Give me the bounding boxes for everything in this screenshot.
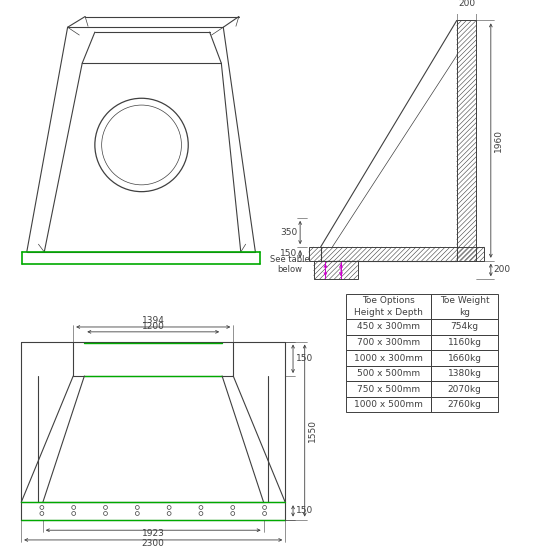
Text: 1660kg: 1660kg [448,354,482,362]
Bar [346,381,431,397]
Text: 2070kg: 2070kg [448,384,482,394]
Text: 350: 350 [280,228,297,237]
Bar [431,397,498,412]
Text: 2300: 2300 [142,539,165,548]
Bar [346,294,431,319]
Text: 1200: 1200 [142,322,165,331]
Bar [431,294,498,319]
Text: 1550: 1550 [308,419,317,442]
Text: 1000 x 500mm: 1000 x 500mm [354,400,423,409]
Bar [431,319,498,334]
Text: 150: 150 [280,249,297,258]
Text: 700 x 300mm: 700 x 300mm [357,338,420,347]
Text: 1923: 1923 [142,529,165,538]
Text: See table
below: See table below [270,255,309,274]
Text: 450 x 300mm: 450 x 300mm [357,322,420,332]
Text: Toe Options
Height x Depth: Toe Options Height x Depth [354,296,423,316]
Bar [431,381,498,397]
Bar [314,261,358,279]
Text: 2760kg: 2760kg [448,400,482,409]
Text: 200: 200 [458,0,475,8]
Bar [431,350,498,366]
Text: 500 x 500mm: 500 x 500mm [357,369,420,378]
Text: 150: 150 [296,507,313,515]
Text: Toe Weight
kg: Toe Weight kg [440,296,490,316]
Bar [457,20,476,261]
Text: 1394: 1394 [142,316,165,325]
Bar [346,366,431,381]
Text: 150: 150 [296,354,313,364]
Text: 754kg: 754kg [450,322,479,332]
Text: 200: 200 [494,266,511,274]
Bar [346,350,431,366]
Bar [309,247,484,261]
Text: 750 x 500mm: 750 x 500mm [357,384,420,394]
Bar [431,334,498,350]
Bar [346,319,431,334]
Text: 1160kg: 1160kg [448,338,482,347]
Text: 1380kg: 1380kg [448,369,482,378]
Bar [431,366,498,381]
Text: 1000 x 300mm: 1000 x 300mm [354,354,423,362]
Bar [346,397,431,412]
Bar [346,334,431,350]
Text: 1960: 1960 [494,129,502,152]
